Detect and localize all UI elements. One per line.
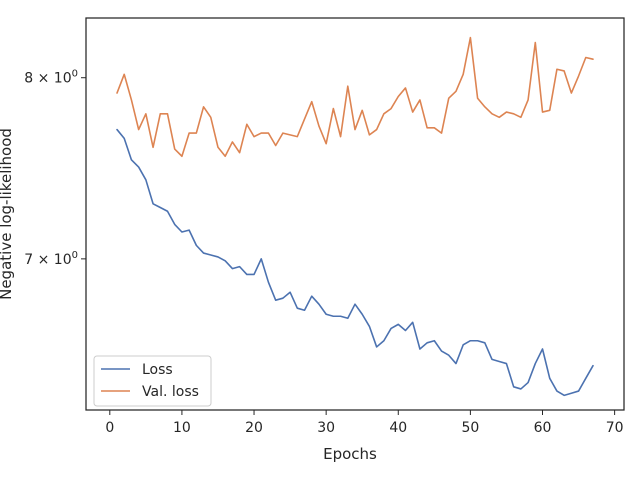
x-axis: 0 10 20 30 40 50 60 70 <box>105 410 624 436</box>
series-layer <box>116 36 594 397</box>
y-axis: 7 × 100 8 × 100 <box>24 69 86 268</box>
plot-area <box>85 17 625 411</box>
x-tick-label: 60 <box>534 420 552 436</box>
x-tick-label: 40 <box>389 420 407 436</box>
series-line-0 <box>116 128 594 397</box>
x-tick-label: 20 <box>245 420 263 436</box>
y-axis-label: Negative log-likelihood <box>0 128 15 300</box>
x-tick-label: 70 <box>606 420 624 436</box>
series-line-1 <box>116 36 594 158</box>
y-tick-label: 8 × 100 <box>24 69 78 87</box>
x-tick-label: 0 <box>105 420 114 436</box>
x-tick-label: 50 <box>461 420 479 436</box>
x-axis-label: Epochs <box>323 445 377 463</box>
legend-label-1: Val. loss <box>142 384 199 400</box>
legend: Loss Val. loss <box>93 355 212 407</box>
legend-label-0: Loss <box>142 362 173 378</box>
x-tick-label: 30 <box>317 420 335 436</box>
x-tick-label: 10 <box>173 420 191 436</box>
plot-frame <box>85 17 625 411</box>
y-tick-label: 7 × 100 <box>24 250 78 268</box>
